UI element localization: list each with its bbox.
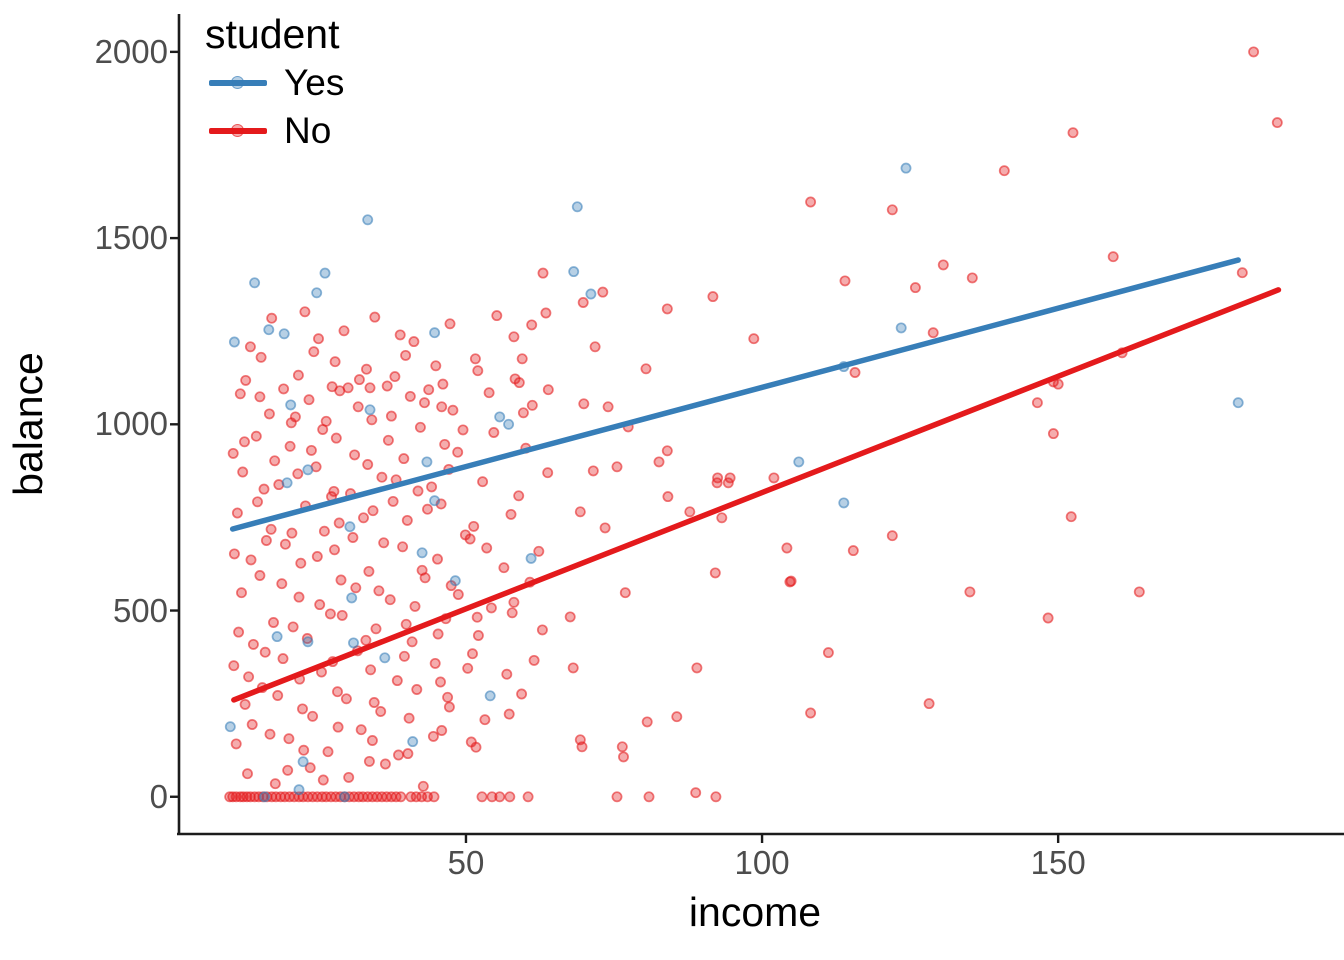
- legend-label-no: No: [284, 109, 332, 151]
- legend-item-no: No: [205, 107, 344, 154]
- y-tick-label: 2000: [94, 32, 168, 70]
- x-tick-label: 100: [734, 844, 790, 881]
- legend: student Yes No: [205, 10, 344, 154]
- legend-item-yes: Yes: [205, 59, 344, 106]
- y-tick-label: 500: [112, 591, 168, 629]
- x-axis-title: income: [688, 889, 822, 935]
- y-tick-label: 1500: [94, 219, 168, 257]
- point-swatch-yes: [231, 75, 244, 89]
- legend-title: student: [205, 11, 340, 57]
- x-tick-label: 50: [447, 844, 485, 881]
- y-tick-label: 1000: [94, 405, 168, 443]
- legend-key-yes: [209, 70, 267, 96]
- y-tick-label: 0: [149, 777, 168, 815]
- point-swatch-no: [231, 123, 244, 137]
- x-tick-label: 150: [1030, 844, 1086, 881]
- legend-label-yes: Yes: [284, 61, 345, 103]
- legend-key-no: [209, 118, 267, 144]
